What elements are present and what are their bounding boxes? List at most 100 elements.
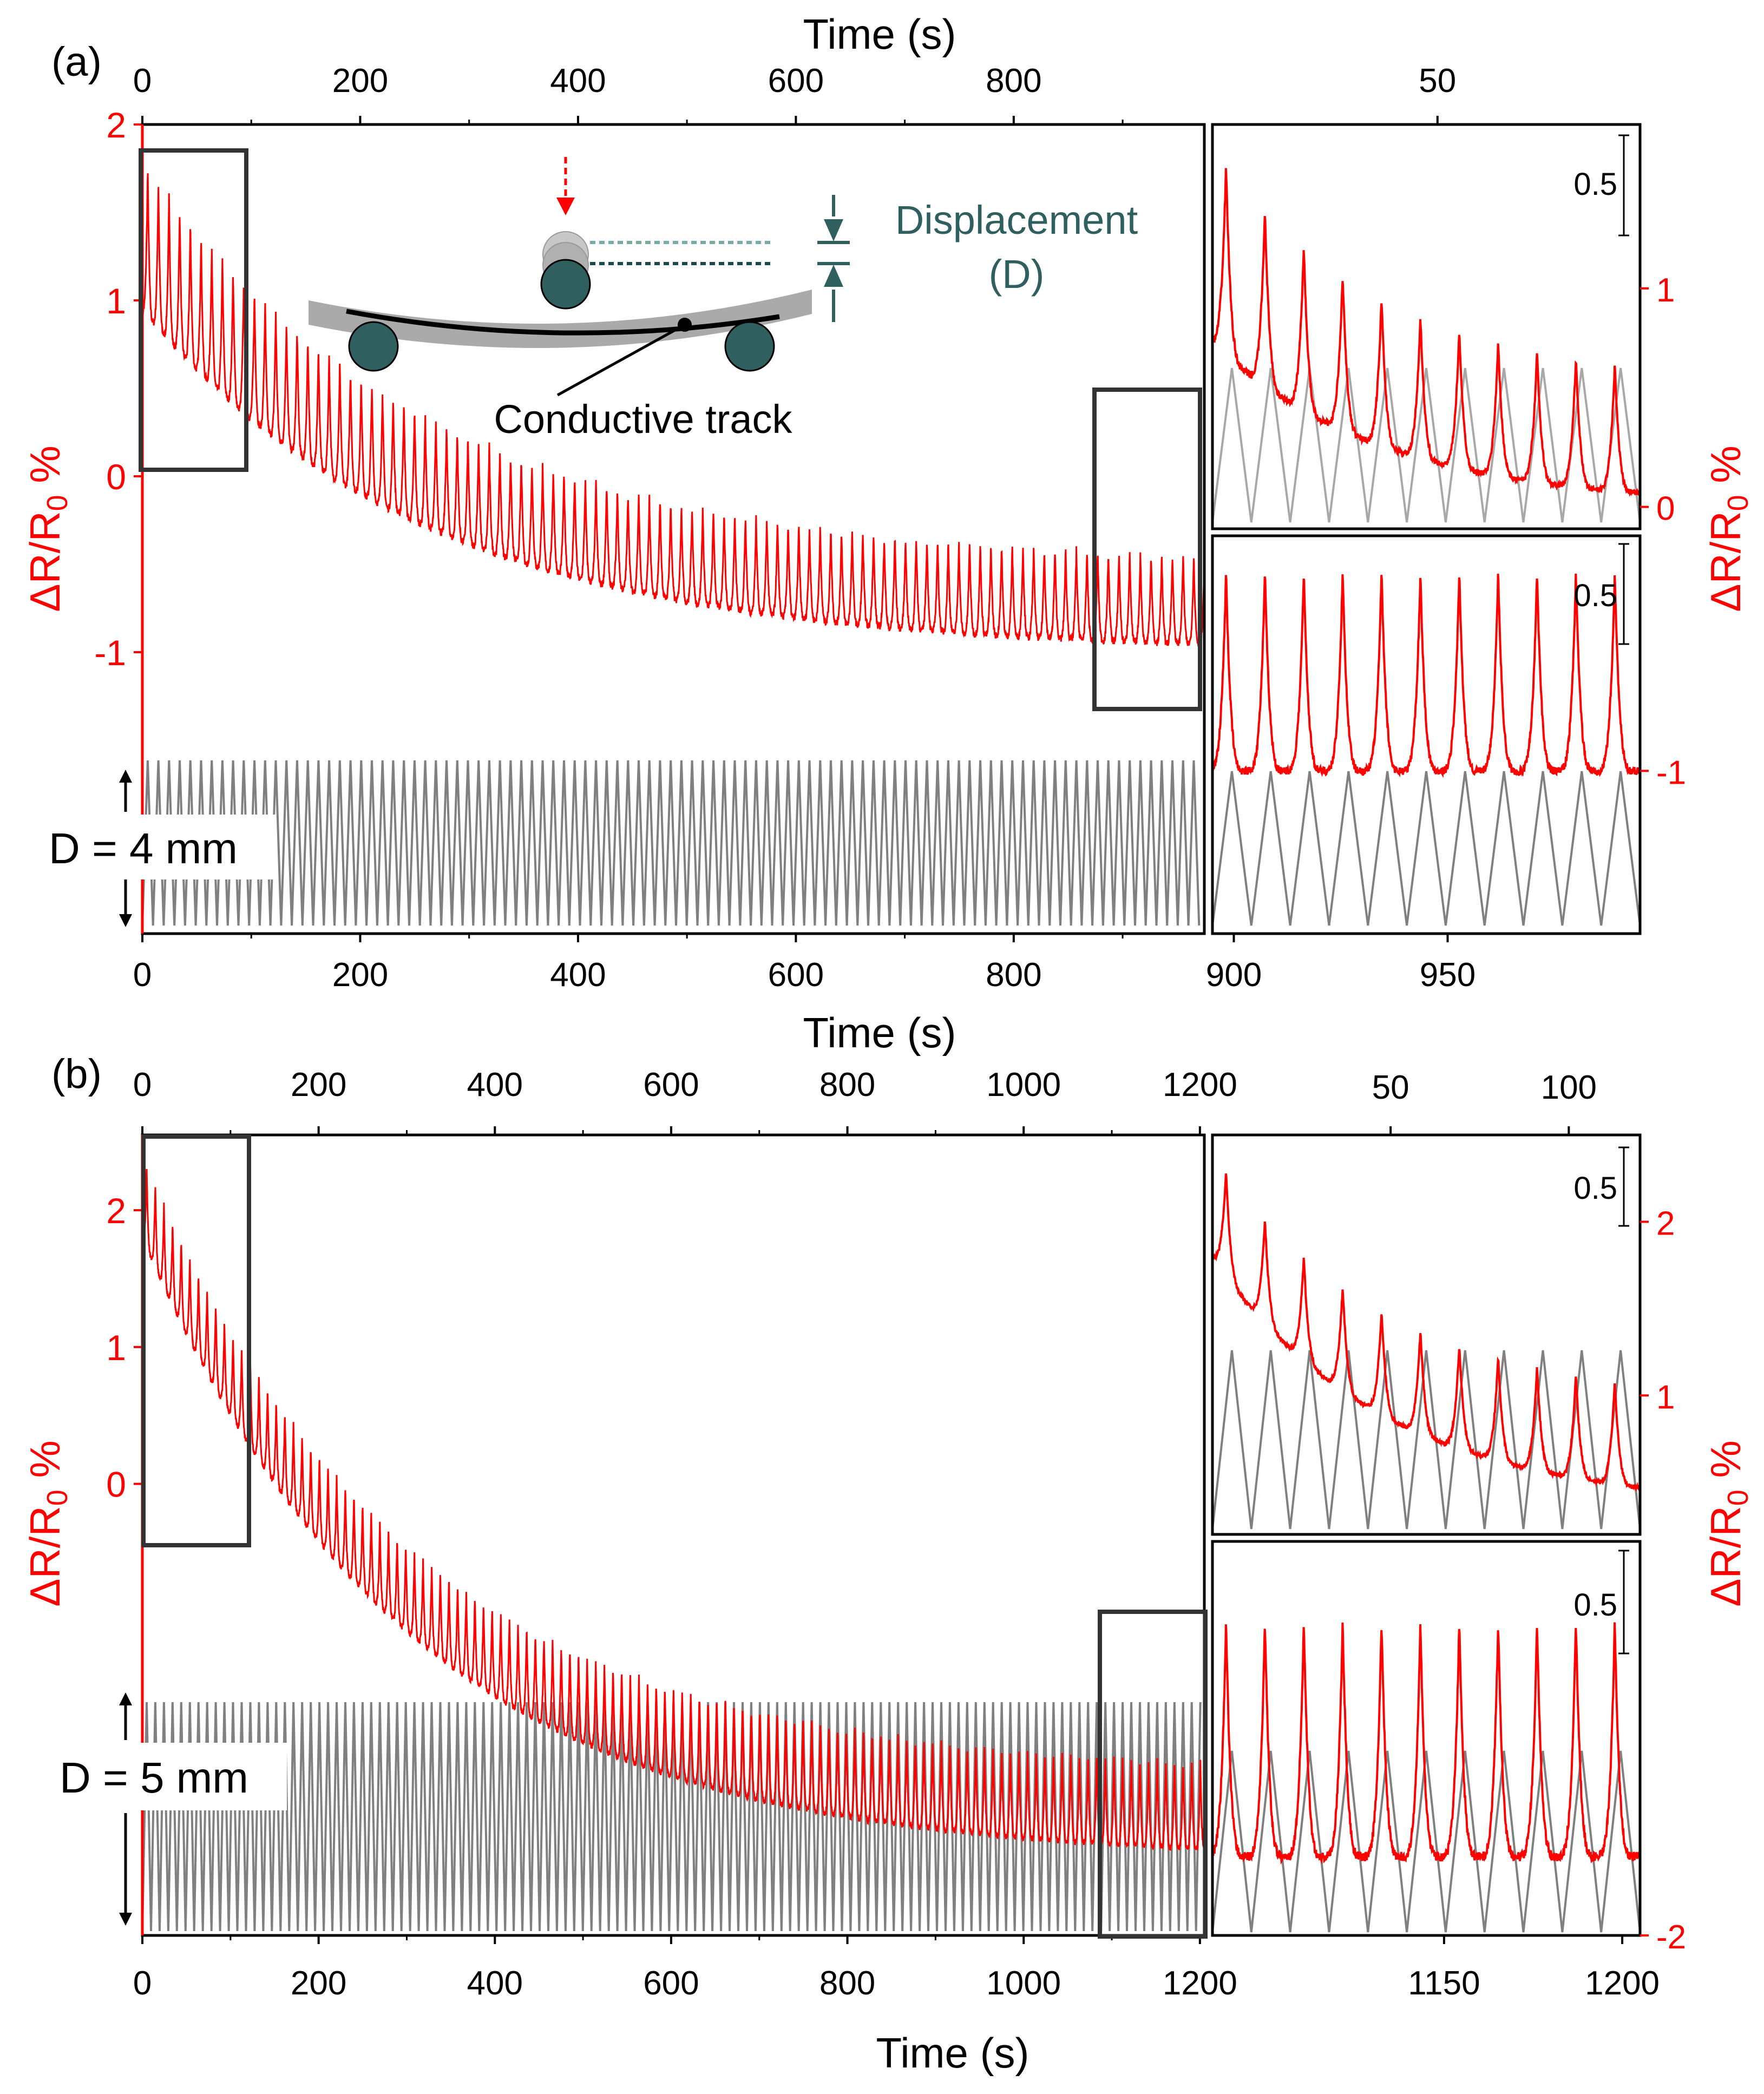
x-tick-label: 0 [133,1965,152,2002]
y-tick-label: -1 [1656,754,1686,791]
x-tick-label: 600 [768,62,824,100]
x-tick-label: 1150 [1408,1965,1480,2002]
b-d-label: D = 5 mm [60,1754,248,1802]
b-zoom-box-start [141,1134,251,1547]
y-tick-label: 1 [1656,272,1675,309]
schematic-track-label: Conductive track [494,397,792,442]
a-displacement-series [142,760,1201,926]
x-tick-label: 600 [643,1066,699,1104]
dimension-arrow-up-icon [824,265,843,287]
a-ticks: 0 200 400 600 800 0 200 400 600 800 -1 0 1 2 [94,62,1124,994]
a-inset-top-frame [1211,123,1642,530]
b-displacement-series [142,1702,1202,1932]
x-tick-label: 800 [986,62,1041,100]
load-arrow-icon [556,198,575,215]
a-top-axis-title: Time (s) [803,10,956,58]
schematic-support-left [348,321,399,372]
schematic-conductive-track [346,308,780,336]
b-bottom-axis-title: Time (s) [876,2029,1029,2077]
schematic-displacement-symbol: (D) [989,252,1045,297]
b-inset-bottom-scale-label: 0.5 [1573,1587,1617,1623]
y-tick-label: 0 [106,457,126,497]
a-inset-bottom-scale-label: 0.5 [1573,578,1617,613]
b-y-axis-title: ΔR/R0 % [21,1440,74,1607]
x-tick-label: 100 [1541,1069,1597,1106]
b-inset-top-resistance [1212,1173,1640,1492]
a-inset-bottom-displacement [1212,771,1640,926]
b-right-y-axis-title: ΔR/R0 % [1702,1440,1754,1607]
y-tick-label: 2 [106,105,126,145]
b-inset-bottom-resistance [1212,1622,1640,1865]
x-tick-label: 1200 [1585,1965,1660,2002]
x-tick-label: 400 [550,956,606,994]
x-tick-label: 200 [291,1066,346,1104]
a-displacement-annotation: D = 4 mm [43,770,276,927]
x-tick-label: 0 [133,956,152,994]
schematic-support-right [724,321,775,372]
x-tick-label: 950 [1420,956,1476,994]
a-inset-top: 50 0 1 0.5 [1211,62,1675,530]
x-tick-label: 1000 [986,1066,1061,1104]
a-inset-bottom-ticks: 900 950 -1 [1206,754,1686,994]
a-right-y-axis-title: ΔR/R0 % [1702,445,1754,612]
a-y-axis-title: ΔR/R0 % [21,445,74,612]
a-inset-bottom-frame [1211,534,1642,935]
a-schematic: Displacement (D) Conductive track [309,157,1138,442]
panel-label-a: (a) [51,39,102,85]
x-tick-label: 800 [819,1965,875,2002]
x-tick-label: 0 [133,1066,152,1104]
x-tick-label: 900 [1206,956,1262,994]
x-tick-label: 400 [467,1965,523,2002]
panel-label-b: (b) [51,1051,102,1097]
a-zoom-box-end [1092,388,1202,711]
x-tick-label: 600 [768,956,824,994]
y-tick-label: 2 [1656,1205,1675,1242]
y-tick-label: 2 [106,1191,126,1231]
a-bottom-axis-title: Time (s) [803,1009,956,1056]
x-tick-label: 1000 [986,1965,1061,2002]
b-inset-bottom: 1150 1200 -2 0.5 [1211,1540,1686,2002]
b-label-backdrop [54,1743,287,1810]
x-tick-label: 800 [819,1066,875,1104]
y-tick-label: 0 [1656,490,1675,528]
x-tick-label: 0 [133,62,152,100]
x-tick-label: 400 [467,1066,523,1104]
a-inset-top-ticks: 50 0 1 [1419,62,1675,528]
b-inset-bottom-frame [1211,1540,1642,1937]
dimension-arrow-down-icon [824,219,843,241]
x-tick-label: 200 [332,956,388,994]
a-d-label: D = 4 mm [49,824,238,872]
a-inset-top-scale-label: 0.5 [1573,167,1617,202]
b-resistance-series [142,1169,1204,1852]
schematic-loader [540,259,591,310]
x-tick-label: 1200 [1163,1965,1237,2002]
a-inset-top-resistance [1212,168,1640,497]
x-tick-label: 200 [332,62,388,100]
panel-b: (b) Time (s) ΔR/R0 % 0 200 400 600 800 1000 12… [21,1051,1754,2077]
x-tick-label: 50 [1372,1069,1409,1106]
schematic-beam [309,290,812,348]
b-displacement-annotation: D = 5 mm [54,1692,287,1926]
b-inset-top-frame [1211,1133,1642,1536]
x-tick-label: 800 [986,956,1041,994]
arrow-down-icon [119,914,132,927]
y-tick-label: 1 [106,281,126,321]
x-tick-label: 1200 [1163,1066,1237,1104]
arrow-up-icon [119,1692,132,1705]
a-inset-top-displacement [1212,367,1640,523]
x-tick-label: 50 [1419,62,1456,100]
a-inset-bottom: 900 950 -1 0.5 [1206,534,1686,994]
x-tick-label: 200 [291,1965,346,2002]
a-zoom-box-start [139,148,248,472]
x-tick-label: 600 [643,1965,699,2002]
schematic-displacement-label: Displacement [895,198,1138,242]
panel-a: (a) Time (s) Time (s) ΔR/R0 % 0 200 400 600… [21,10,1754,1056]
b-inset-top: 50 100 1 2 0.5 [1211,1069,1675,1536]
arrow-down-icon [119,1913,132,1926]
x-tick-label: 400 [550,62,606,100]
b-zoom-box-end [1098,1610,1208,1939]
y-tick-label: 1 [106,1328,126,1368]
a-inset-bottom-resistance [1212,573,1640,778]
